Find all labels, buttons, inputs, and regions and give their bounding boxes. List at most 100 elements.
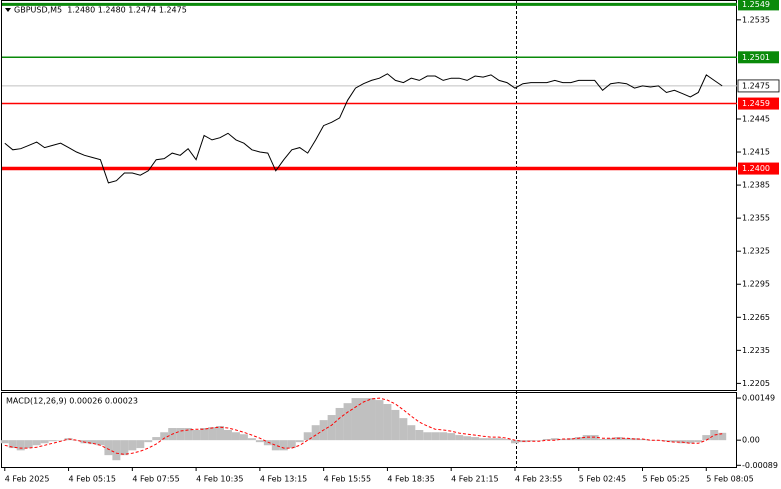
level-label: 1.2459 [742,99,770,108]
x-tick-label: 4 Feb 13:15 [260,475,307,484]
macd-bar [638,439,647,441]
y-tick-label: 1.2295 [742,280,770,289]
macd-bar [32,440,41,446]
chart-title: GBPUSD,M5 1.2480 1.2480 1.2474 1.2475 [14,6,187,15]
macd-bar [526,440,535,442]
macd-bar [160,432,169,441]
x-tick-label: 5 Feb 08:05 [706,475,753,484]
level-label-box [738,97,779,110]
macd-bar [88,440,97,445]
macd-bar [343,403,352,441]
macd-bar [152,437,161,441]
main-panel-frame [1,0,737,391]
macd-bar [184,428,193,441]
macd-bar [120,440,129,456]
macd-bar [447,433,456,441]
macd-bar [662,440,671,442]
macd-bar [463,436,472,441]
macd-bar [534,440,543,441]
macd-bar [686,440,695,444]
macd-bar [542,439,551,441]
y-tick-label: 1.2355 [742,214,770,223]
level-label: 1.2400 [742,164,770,173]
x-tick-label: 4 Feb 2025 [5,475,50,484]
x-tick-label: 4 Feb 15:55 [324,475,371,484]
level-label-box [738,51,779,64]
macd-bar [16,440,25,451]
last-price-label: 1.2475 [742,81,770,90]
x-tick-label: 4 Feb 10:35 [196,475,243,484]
macd-bar [303,432,312,441]
macd-bar [710,430,719,441]
macd-bar [455,435,464,441]
macd-panel-frame [1,392,737,468]
macd-bar [327,415,336,441]
macd-bar [495,438,504,441]
macd-bar [263,440,272,446]
macd-title: MACD(12,26,9) 0.00026 0.00023 [6,397,138,406]
macd-bar [56,440,65,441]
x-tick-label: 4 Feb 07:55 [132,475,179,484]
macd-bar [367,398,376,441]
macd-bar [566,438,575,441]
y-tick-label: 0.00149 [742,394,775,403]
y-tick-label: -0.00089 [742,461,778,470]
level-label-box [738,0,779,11]
macd-bar [8,440,17,449]
y-tick-label: 1.2325 [742,247,770,256]
x-tick-label: 4 Feb 18:35 [387,475,434,484]
y-tick-label: 1.2265 [742,313,770,322]
x-tick-label: 4 Feb 23:55 [515,475,562,484]
macd-bar [423,432,432,441]
level-label-box [738,162,779,175]
macd-bar [606,438,615,441]
x-tick-label: 4 Feb 05:15 [69,475,116,484]
macd-bar [176,428,185,441]
level-label: 1.2501 [742,53,770,62]
macd-bar [471,437,480,441]
macd-bar [351,398,360,441]
y-tick-label: 1.2445 [742,114,770,123]
y-tick-label: 0.00 [742,436,760,445]
macd-bar [694,440,703,443]
signal-line [4,397,723,455]
macd-bar [104,440,113,456]
macd-bar [144,440,153,443]
macd-bar [295,440,304,443]
macd-bar [590,435,599,441]
macd-bar [192,430,201,441]
macd-bar [487,438,496,441]
macd-bar [702,435,711,441]
macd-bar [24,440,33,449]
macd-bar [200,428,209,441]
x-tick-label: 5 Feb 05:25 [643,475,690,484]
level-label: 1.2549 [742,0,770,9]
macd-bar [550,438,559,441]
macd-bar [582,435,591,441]
macd-bar [431,432,440,441]
macd-bar [231,432,240,441]
macd-bar [136,440,145,449]
macd-bar [391,409,400,441]
macd-bar [479,438,488,441]
macd-bar [375,400,384,441]
macd-bar [415,430,424,441]
macd-bar [670,440,679,443]
y-tick-label: 1.2235 [742,346,770,355]
price-line [4,73,723,184]
y-tick-label: 1.2535 [742,15,770,24]
macd-bar [239,434,248,441]
macd-bar [399,418,408,441]
macd-bar [407,425,416,441]
macd-bar [208,427,217,441]
last-price-box [737,79,780,93]
macd-bar [622,438,631,441]
macd-bar [311,425,320,441]
y-tick-label: 1.2415 [742,148,770,157]
macd-bar [718,432,727,441]
macd-bar [40,440,49,444]
macd-bar [335,407,344,441]
macd-bar [503,439,511,441]
macd-bar [271,440,280,451]
